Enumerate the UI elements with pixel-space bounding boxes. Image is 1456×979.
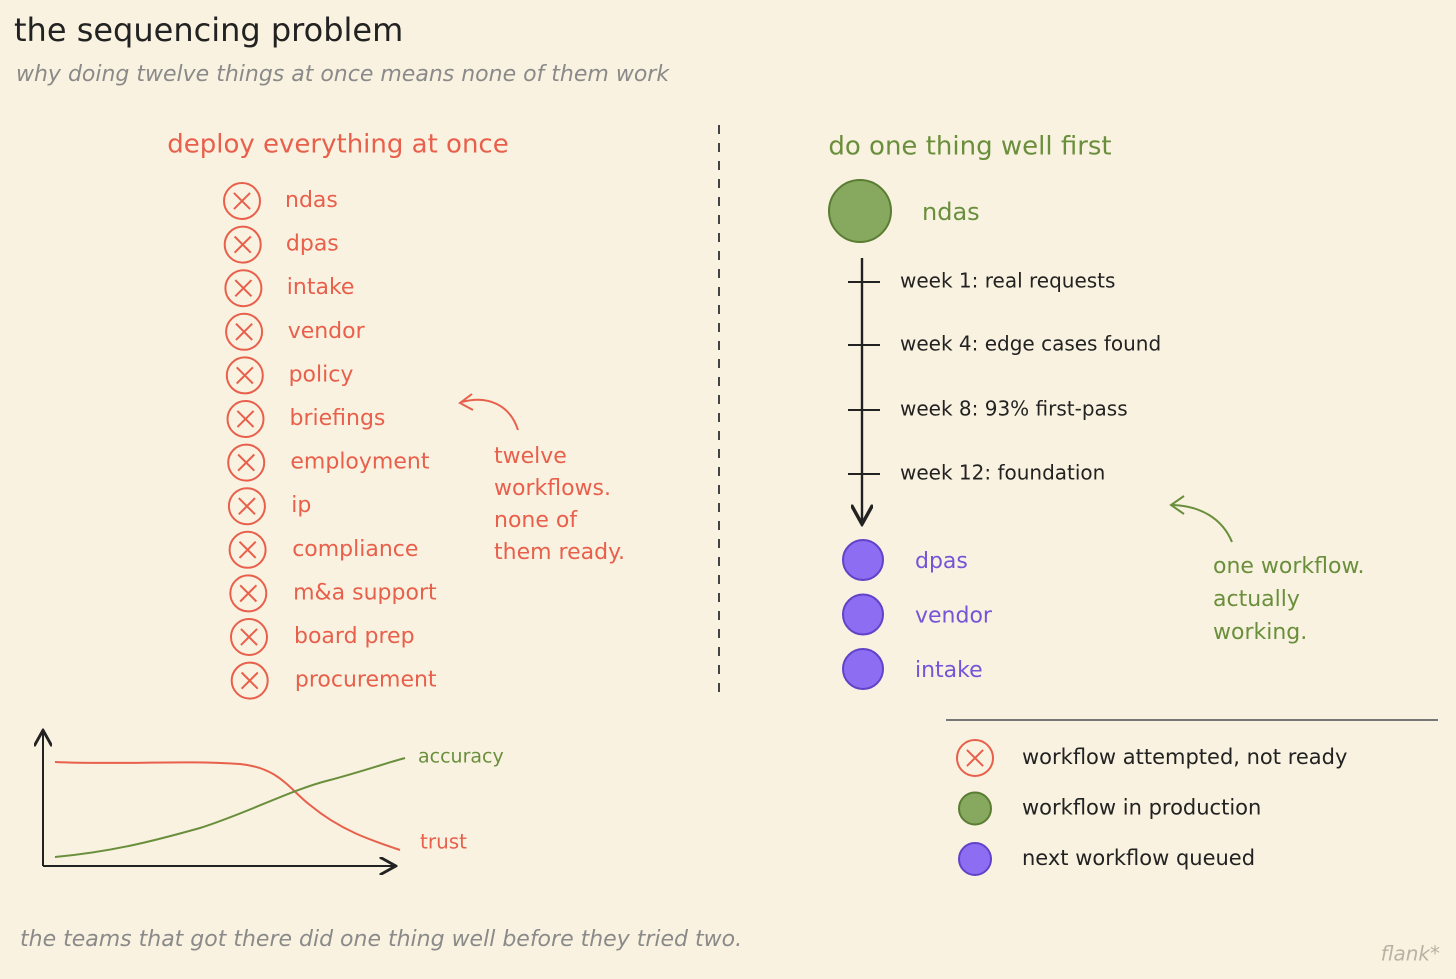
workflow-item: employment xyxy=(290,450,429,475)
queued-label: intake xyxy=(915,658,983,683)
queued-node xyxy=(842,648,884,690)
queued-label: dpas xyxy=(915,549,968,574)
not-ready-icon xyxy=(230,618,268,656)
annotation-arrow xyxy=(1172,504,1233,543)
right-annotation: working. xyxy=(1213,620,1307,645)
workflow-item: vendor xyxy=(288,319,366,344)
right-annotation: actually xyxy=(1213,587,1300,612)
not-ready-icon-cross xyxy=(238,497,256,516)
not-ready-icon xyxy=(223,182,261,220)
left-heading: deploy everything at once xyxy=(167,130,508,160)
legend-icon-cross xyxy=(966,749,984,767)
timeline-step: week 12: foundation xyxy=(900,461,1105,485)
annotation-arrow xyxy=(461,398,519,431)
not-ready-icon-cross xyxy=(239,584,258,603)
not-ready-icon xyxy=(223,225,262,264)
workflow-item: policy xyxy=(289,362,354,387)
left-annotation: them ready. xyxy=(494,540,625,565)
annotation-arrow-head xyxy=(458,393,474,411)
timeline-step: week 8: 93% first-pass xyxy=(900,397,1128,421)
not-ready-icon xyxy=(230,661,269,700)
production-label: ndas xyxy=(922,198,980,226)
right-heading: do one thing well first xyxy=(828,132,1111,162)
accuracy-curve xyxy=(54,757,406,858)
not-ready-icon xyxy=(226,400,265,438)
signature: flank* xyxy=(1381,942,1440,966)
left-annotation: none of xyxy=(494,508,578,533)
not-ready-icon xyxy=(227,443,266,482)
not-ready-icon-cross xyxy=(236,410,255,428)
not-ready-icon-cross xyxy=(233,192,251,210)
workflow-item: briefings xyxy=(290,406,386,431)
left-annotation: twelve xyxy=(494,444,567,469)
not-ready-icon xyxy=(225,356,264,395)
legend-icon xyxy=(958,842,992,876)
not-ready-icon xyxy=(228,530,267,569)
legend-label: workflow in production xyxy=(1022,796,1261,820)
subtitle: why doing twelve things at once means no… xyxy=(16,62,670,87)
left-annotation: workflows. xyxy=(494,476,611,501)
workflow-item: board prep xyxy=(294,624,415,649)
title: the sequencing problem xyxy=(14,11,403,49)
trust-curve xyxy=(54,761,401,851)
legend-label: workflow attempted, not ready xyxy=(1022,745,1347,769)
workflow-item: m&a support xyxy=(293,580,437,605)
not-ready-icon-cross xyxy=(234,279,253,298)
workflow-item: compliance xyxy=(292,537,418,562)
not-ready-icon-cross xyxy=(240,628,258,646)
legend-icon xyxy=(956,739,994,777)
footer-text: the teams that got there did one thing w… xyxy=(20,927,742,952)
timeline-step: week 4: edge cases found xyxy=(900,332,1161,356)
not-ready-icon xyxy=(227,487,266,526)
workflow-item: ndas xyxy=(285,188,338,213)
sketch-label: trust xyxy=(420,830,467,854)
production-node xyxy=(828,179,892,243)
not-ready-icon-cross xyxy=(240,671,259,690)
not-ready-icon-cross xyxy=(235,366,254,385)
not-ready-icon-cross xyxy=(237,453,256,472)
workflow-item: ip xyxy=(291,493,311,518)
legend-icon xyxy=(958,791,992,826)
sketch-label: accuracy xyxy=(418,746,504,768)
timeline-step: week 1: real requests xyxy=(900,269,1115,293)
not-ready-icon-cross xyxy=(235,322,253,341)
workflow-item: dpas xyxy=(286,232,339,257)
annotation-arrow-head xyxy=(1169,495,1185,515)
queued-node xyxy=(842,593,884,636)
not-ready-icon xyxy=(229,574,268,613)
legend-label: next workflow queued xyxy=(1022,846,1255,870)
workflow-item: procurement xyxy=(295,668,437,693)
not-ready-icon xyxy=(224,269,263,308)
queued-node xyxy=(842,539,884,581)
not-ready-icon-cross xyxy=(238,540,257,559)
queued-label: vendor xyxy=(915,604,993,629)
not-ready-icon-cross xyxy=(233,235,252,254)
not-ready-icon xyxy=(225,312,264,351)
workflow-item: intake xyxy=(287,275,355,300)
right-annotation: one workflow. xyxy=(1213,554,1364,579)
